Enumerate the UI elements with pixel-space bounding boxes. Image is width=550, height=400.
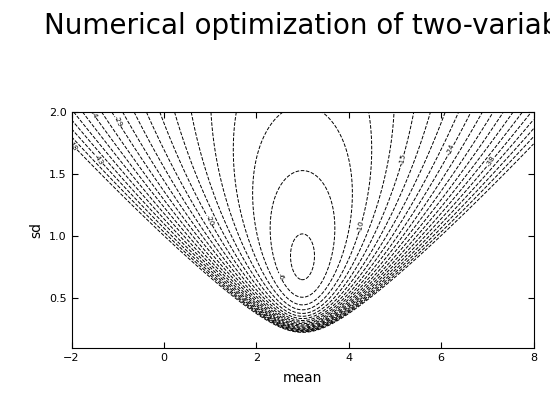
Text: -10: -10 [356,220,365,232]
Text: -38: -38 [486,155,497,168]
Text: -20: -20 [205,214,214,227]
Text: -34: -34 [87,107,98,120]
Text: -48: -48 [67,139,79,152]
Text: Numerical optimization of two-variable case: Numerical optimization of two-variable c… [44,12,550,40]
X-axis label: mean: mean [283,371,322,385]
Text: -15: -15 [398,153,406,166]
Y-axis label: sd: sd [29,222,43,238]
Text: -29: -29 [113,115,123,128]
Text: -43: -43 [94,153,104,166]
Text: -6: -6 [276,272,284,281]
Text: -24: -24 [446,143,456,156]
